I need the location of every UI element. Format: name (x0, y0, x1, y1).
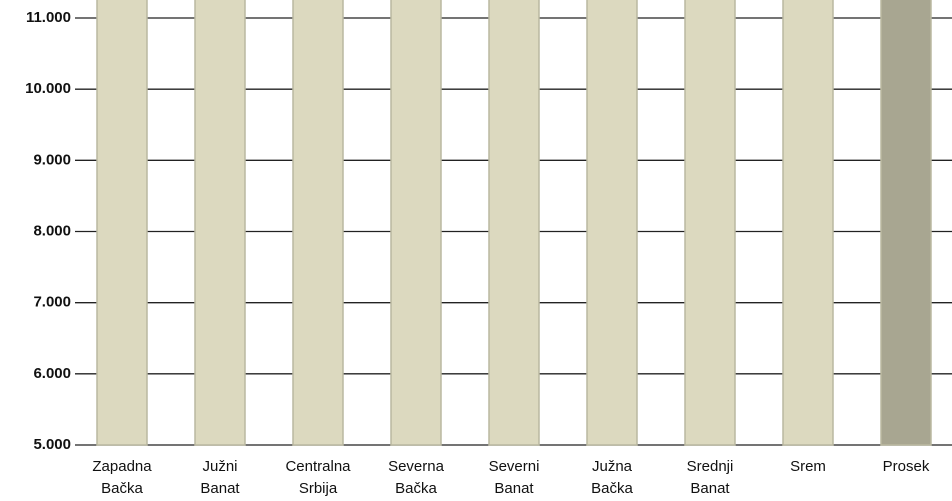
x-tick-label: Srednji Banat (687, 458, 734, 497)
x-tick-label: Južni Banat (200, 458, 240, 497)
y-tick-label: 6.000 (33, 365, 71, 382)
bar-segment (292, 0, 344, 446)
x-tick-label: Južna Bačka (591, 458, 633, 497)
bar-segment (684, 0, 736, 446)
y-tick-label: 10.000 (25, 80, 71, 97)
y-tick-label: 5.000 (33, 436, 71, 453)
y-tick-label: 8.000 (33, 222, 71, 239)
x-tick-label: Severna Bačka (388, 458, 445, 497)
bar-segment (880, 0, 932, 446)
x-tick-label: Prosek (883, 458, 930, 475)
bar-segment (488, 0, 540, 446)
x-tick-label: Centralna Srbija (285, 458, 351, 497)
x-tick-label: Zapadna Bačka (92, 458, 152, 497)
x-tick-label: Srem (790, 458, 826, 475)
y-tick-label: 9.000 (33, 151, 71, 168)
bar-segment (96, 0, 148, 446)
y-tick-label: 7.000 (33, 294, 71, 311)
x-tick-label: Severni Banat (489, 458, 540, 497)
bar-segment (194, 0, 246, 446)
bar-segment (390, 0, 442, 446)
bar-segment (782, 0, 834, 446)
y-tick-label: 11.000 (26, 9, 71, 26)
bar-segment (586, 0, 638, 446)
